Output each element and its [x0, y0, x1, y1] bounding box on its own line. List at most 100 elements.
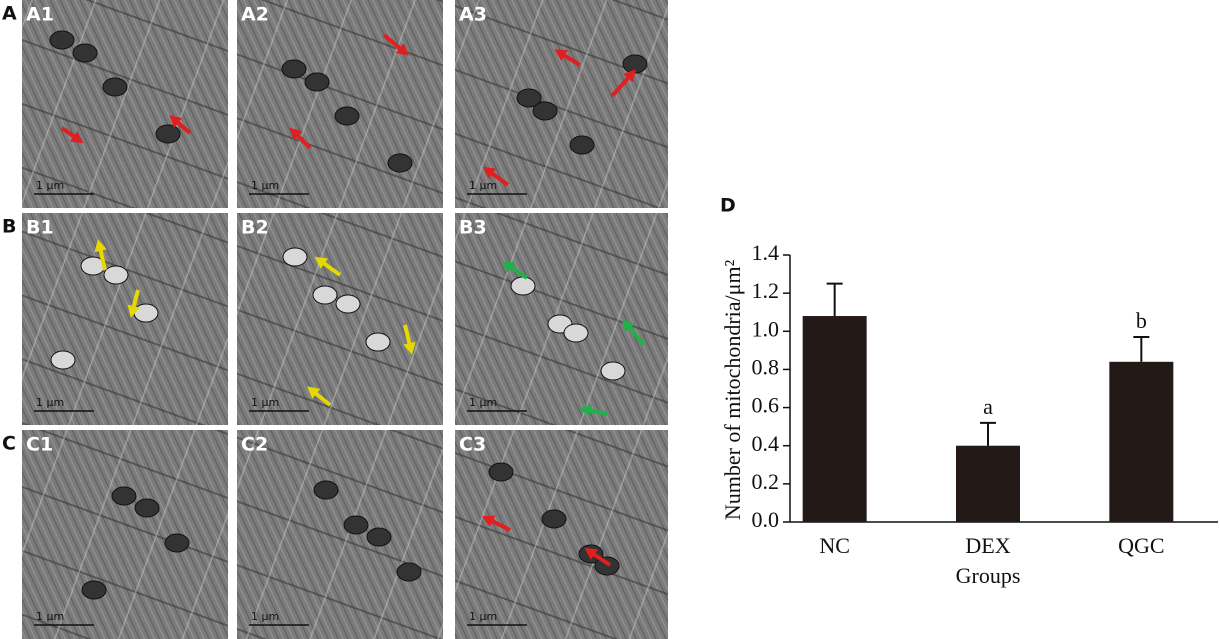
panel-label: A2 [241, 4, 269, 26]
arrow-head [584, 548, 598, 560]
mitochondrion [532, 101, 558, 121]
arrow-head [482, 166, 497, 179]
arrow [98, 247, 107, 271]
mitochondrion [387, 153, 413, 173]
micrograph-texture [237, 213, 443, 425]
micrograph-texture [455, 0, 668, 208]
arrow [382, 33, 404, 52]
mitochondrion [134, 498, 160, 518]
arrow-head [554, 49, 568, 61]
mitochondrion [510, 276, 536, 296]
arrow [403, 324, 412, 347]
y-tick-label: 1.4 [752, 240, 780, 265]
mitochondrion [541, 509, 567, 529]
micrograph-texture [455, 430, 668, 639]
arrow-head [395, 43, 409, 56]
mitochondrion [155, 124, 181, 144]
error-bar [826, 282, 843, 317]
error-bar [1133, 336, 1150, 362]
arrow [174, 119, 192, 135]
y-tick-label: 0.4 [752, 431, 780, 456]
x-tick-label: DEX [965, 533, 1010, 558]
scale-bar-label: 1 μm [469, 179, 497, 192]
panel-label: A3 [459, 4, 487, 26]
y-tick-label: 1.0 [752, 316, 780, 341]
arrow [320, 260, 342, 277]
micrograph-texture [237, 430, 443, 639]
mitochondrion [50, 350, 76, 370]
mitochondrion [282, 247, 308, 267]
panel-label: C3 [459, 434, 486, 456]
arrow-head [307, 386, 321, 399]
mitochondrion [133, 303, 159, 323]
arrow [590, 551, 612, 567]
bar [802, 316, 867, 522]
significance-label: a [983, 394, 993, 419]
mitochondrion [600, 361, 626, 381]
panel-label: B1 [26, 217, 54, 239]
mitochondrion [281, 59, 307, 79]
arrow-head [289, 127, 303, 141]
arrow [131, 289, 140, 310]
mitochondrion [334, 106, 360, 126]
arrow-head [69, 131, 84, 144]
mitochondrion [111, 486, 137, 506]
mitochondrion [102, 77, 128, 97]
arrow [489, 518, 511, 532]
micrograph-texture [22, 0, 228, 208]
arrow [587, 408, 608, 416]
arrow [312, 390, 332, 407]
mitochondrion [516, 88, 542, 108]
mitochondrion [365, 332, 391, 352]
mitochondrion [343, 515, 369, 535]
x-axis-label: Groups [956, 563, 1021, 588]
arrow-head [127, 304, 140, 318]
scale-bar-label: 1 μm [36, 179, 64, 192]
y-tick-label: 0.8 [752, 354, 780, 379]
arrow-head [169, 115, 183, 128]
scale-bar-label: 1 μm [36, 610, 64, 623]
arrow-head [622, 319, 635, 333]
y-tick-label: 0.2 [752, 469, 780, 494]
mitochondrion [313, 480, 339, 500]
panel-label: C2 [241, 434, 268, 456]
arrow [507, 264, 529, 280]
mitochondrion [396, 562, 422, 582]
bar [1109, 361, 1174, 522]
mitochondrion [72, 43, 98, 63]
arrow-head [403, 341, 416, 355]
arrow [560, 52, 582, 67]
row-label: C [2, 433, 16, 455]
arrow-head [579, 404, 593, 417]
significance-label: b [1136, 308, 1147, 333]
scale-bar-label: 1 μm [251, 610, 279, 623]
mitochondrion [312, 285, 338, 305]
scale-bar-label: 1 μm [469, 610, 497, 623]
panel-label: B3 [459, 217, 487, 239]
mitochondrion [488, 462, 514, 482]
y-axis-label: Number of mitochondria/μm² [720, 259, 745, 520]
arrow [626, 324, 646, 347]
mitochondrion [49, 30, 75, 50]
arrow-head [501, 261, 515, 273]
arrow-head [314, 256, 329, 269]
row-label: B [2, 216, 16, 238]
scale-bar-label: 1 μm [36, 396, 64, 409]
mitochondrion [335, 294, 361, 314]
arrow [610, 74, 632, 98]
scale-bar-label: 1 μm [251, 179, 279, 192]
row-label: A [2, 3, 17, 25]
mitochondrion [164, 533, 190, 553]
arrow [488, 170, 510, 187]
scale-bar-label: 1 μm [469, 396, 497, 409]
panel-label: D [720, 195, 736, 217]
bar [956, 445, 1020, 522]
x-tick-label: QGC [1118, 533, 1164, 558]
micrograph-texture [237, 0, 443, 208]
arrow-head [623, 69, 637, 83]
micrograph-texture [22, 213, 228, 425]
scale-bar-label: 1 μm [251, 396, 279, 409]
mitochondrion [81, 580, 107, 600]
